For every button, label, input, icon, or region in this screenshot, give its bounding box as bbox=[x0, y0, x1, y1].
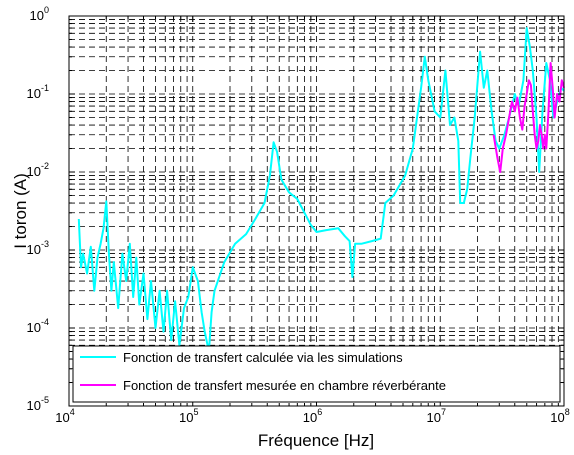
plot-frame bbox=[68, 15, 565, 407]
series-layer bbox=[77, 27, 565, 353]
legend: Fonction de transfert calculée via les s… bbox=[72, 345, 561, 403]
x-tick-exponent: 4 bbox=[70, 407, 75, 417]
x-tick-label: 106 bbox=[303, 407, 322, 425]
y-tick-exponent: 0 bbox=[44, 5, 49, 15]
y-tick-label: 10-3 bbox=[27, 239, 49, 257]
y-tick-exponent: -4 bbox=[41, 317, 49, 327]
y-tick-label: 10-2 bbox=[27, 161, 49, 179]
legend-box bbox=[72, 345, 561, 403]
y-tick-label: 10-4 bbox=[27, 317, 49, 335]
y-tick-exponent: -2 bbox=[41, 161, 49, 171]
x-tick-label: 108 bbox=[550, 407, 569, 425]
y-tick-exponent: -5 bbox=[41, 395, 49, 405]
y-tick-base: 10 bbox=[27, 242, 41, 257]
x-tick-base: 10 bbox=[55, 410, 69, 425]
series-line-simulation bbox=[77, 27, 565, 353]
x-tick-exponent: 7 bbox=[441, 407, 446, 417]
x-tick-base: 10 bbox=[303, 410, 317, 425]
y-tick-label: 10-1 bbox=[27, 83, 49, 101]
x-tick-label: 107 bbox=[427, 407, 446, 425]
y-axis-label: I toron (A) bbox=[11, 173, 30, 249]
x-tick-label: 104 bbox=[55, 407, 74, 425]
y-tick-label: 10-5 bbox=[27, 395, 49, 413]
y-tick-label: 100 bbox=[30, 5, 49, 23]
x-tick-base: 10 bbox=[427, 410, 441, 425]
series-line-measurement bbox=[492, 62, 565, 173]
x-tick-base: 10 bbox=[179, 410, 193, 425]
x-tick-exponent: 8 bbox=[565, 407, 570, 417]
y-tick-base: 10 bbox=[27, 320, 41, 335]
y-tick-base: 10 bbox=[30, 8, 44, 23]
y-tick-exponent: -3 bbox=[41, 239, 49, 249]
legend-label-simulation: Fonction de transfert calculée via les s… bbox=[123, 350, 403, 365]
y-tick-base: 10 bbox=[27, 398, 41, 413]
x-tick-base: 10 bbox=[550, 410, 564, 425]
x-tick-label: 105 bbox=[179, 407, 198, 425]
x-tick-exponent: 5 bbox=[193, 407, 198, 417]
y-tick-exponent: -1 bbox=[41, 83, 49, 93]
y-tick-base: 10 bbox=[27, 86, 41, 101]
x-tick-labels: 104 105 106 107 108 bbox=[55, 407, 569, 425]
legend-label-measurement: Fonction de transfert mesurée en chambre… bbox=[123, 378, 446, 393]
x-axis-label: Fréquence [Hz] bbox=[258, 431, 374, 450]
y-tick-base: 10 bbox=[27, 164, 41, 179]
x-tick-exponent: 6 bbox=[317, 407, 322, 417]
